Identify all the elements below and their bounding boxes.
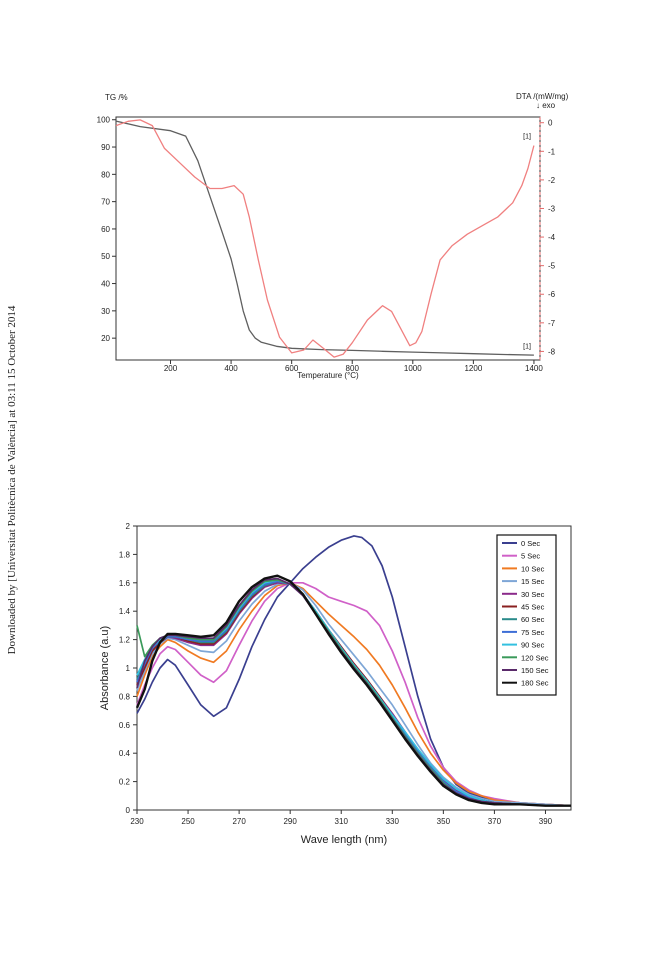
tg-dta-x-tick-label: 400 (224, 364, 238, 373)
legend-label: 5 Sec (521, 552, 540, 561)
absorbance-x-ticks: 230 250 270 290 310 330 350 370 390 (130, 810, 553, 826)
absorbance-y-tick-label: 0.8 (119, 692, 131, 701)
legend-label: 60 Sec (521, 615, 545, 624)
absorbance-y-tick-label: 1.8 (119, 550, 131, 559)
absorbance-x-axis-label: Wave length (nm) (301, 834, 387, 846)
legend-label: 0 Sec (521, 539, 540, 548)
legend-label: 45 Sec (521, 603, 545, 612)
tg-dta-x-tick-label: 1400 (525, 364, 543, 373)
absorbance-series (135, 535, 572, 807)
absorbance-y-tick-label: 0.6 (119, 721, 131, 730)
absorbance-x-tick-label: 270 (232, 817, 246, 826)
dta-y-tick-label: -8 (548, 347, 556, 356)
absorbance-series-line (136, 581, 572, 807)
absorbance-y-axis-label: Absorbance (a.u) (99, 626, 111, 710)
dta-y-tick-label: -1 (548, 147, 556, 156)
absorbance-x-tick-label: 230 (130, 817, 144, 826)
dta-y-tick-label: -2 (548, 176, 556, 185)
dta-y-tick-label: -5 (548, 262, 556, 271)
dta-axis-title: DTA /(mW/mg) (516, 92, 569, 101)
absorbance-y-tick-label: 2 (126, 522, 131, 531)
tg-dta-left-ticks: 20 30 40 50 60 70 80 90 100 (97, 116, 116, 343)
absorbance-x-tick-label: 370 (488, 817, 502, 826)
absorbance-series-line (136, 581, 572, 807)
tg-dta-x-axis-label: Temperature (°C) (297, 371, 359, 380)
legend-box (496, 534, 557, 696)
dta-series-line (115, 119, 535, 358)
tg-y-tick-label: 20 (101, 334, 110, 343)
absorbance-y-tick-label: 0.4 (119, 749, 131, 758)
absorbance-x-tick-label: 390 (539, 817, 553, 826)
dta-y-tick-label: -7 (548, 319, 556, 328)
absorbance-series-line (136, 581, 572, 807)
absorbance-series-line (135, 574, 571, 807)
tg-dta-right-ticks: 0 -1 -2 -3 -4 -5 -6 -7 -8 (539, 117, 556, 360)
tg-dta-x-ticks: 200 400 600 800 1000 1200 1400 (164, 360, 543, 373)
absorbance-x-tick-label: 250 (181, 817, 195, 826)
tg-series-line (115, 120, 534, 356)
legend-label: 90 Sec (521, 641, 545, 650)
absorbance-y-tick-label: 0 (126, 806, 131, 815)
tg-dta-annotation: [1] (523, 344, 531, 351)
absorbance-x-tick-label: 350 (437, 817, 451, 826)
legend-label: 150 Sec (521, 666, 549, 675)
tg-dta-x-tick-label: 200 (164, 364, 178, 373)
tg-dta-chart: 200 400 600 800 1000 1200 1400 203040506070809… (97, 92, 569, 380)
absorbance-y-tick-label: 1.4 (119, 607, 131, 616)
absorbance-y-tick-label: 0.2 (119, 778, 131, 787)
tg-y-tick-label: 100 (97, 116, 111, 125)
tg-y-tick-label: 70 (101, 198, 110, 207)
legend-items: 0 Sec 5 Sec 10 Sec 15 Sec 30 Sec 45 Sec 60 Sec… (502, 539, 549, 688)
tg-dta-x-tick-label: 1000 (404, 364, 422, 373)
tg-y-tick-label: 30 (101, 307, 110, 316)
tg-dta-annotation: [1] (523, 133, 531, 140)
tg-y-tick-label: 40 (101, 280, 110, 289)
tg-y-tick-label: 60 (101, 225, 110, 234)
tg-dta-x-tick-label: 600 (285, 364, 299, 373)
absorbance-x-tick-label: 330 (386, 817, 400, 826)
absorbance-chart: 230 250 270 290 310 330 350 370 390 0 0.2 0.4 0.6 0.… (99, 522, 572, 846)
absorbance-y-tick-label: 1.6 (119, 579, 131, 588)
dta-y-tick-label: -6 (548, 290, 556, 299)
tg-dta-x-tick-label: 1200 (464, 364, 482, 373)
tg-y-tick-label: 80 (101, 170, 110, 179)
dta-y-tick-label: 0 (548, 119, 553, 128)
tg-y-tick-label: 90 (101, 143, 110, 152)
legend-label: 30 Sec (521, 590, 545, 599)
tg-dta-series (115, 119, 535, 358)
dta-y-tick-label: -4 (548, 233, 556, 242)
absorbance-x-tick-label: 290 (283, 817, 297, 826)
legend-label: 120 Sec (521, 653, 549, 662)
legend-label: 10 Sec (521, 564, 545, 573)
legend-label: 180 Sec (521, 679, 549, 688)
legend-label: 75 Sec (521, 628, 545, 637)
tg-dta-plot-frame (115, 116, 541, 361)
absorbance-series-line (136, 535, 572, 807)
tg-axis-title: TG /% (105, 93, 128, 102)
dta-axis-subtitle: ↓ exo (536, 101, 556, 110)
absorbance-y-ticks: 0 0.2 0.4 0.6 0.8 1 1.2 1.4 1.6 1.8 2 (119, 522, 137, 815)
tg-y-tick-label: 50 (101, 252, 110, 261)
absorbance-legend: 0 Sec 5 Sec 10 Sec 15 Sec 30 Sec 45 Sec 60 Sec… (496, 534, 557, 696)
legend-label: 15 Sec (521, 577, 545, 586)
absorbance-x-tick-label: 310 (335, 817, 349, 826)
absorbance-y-tick-label: 1 (126, 664, 131, 673)
dta-y-tick-label: -3 (548, 204, 556, 213)
tg-dta-x-tick-label: 800 (346, 364, 360, 373)
tg-dta-annotations: [1] [1] (523, 133, 531, 350)
absorbance-y-tick-label: 1.2 (119, 636, 131, 645)
